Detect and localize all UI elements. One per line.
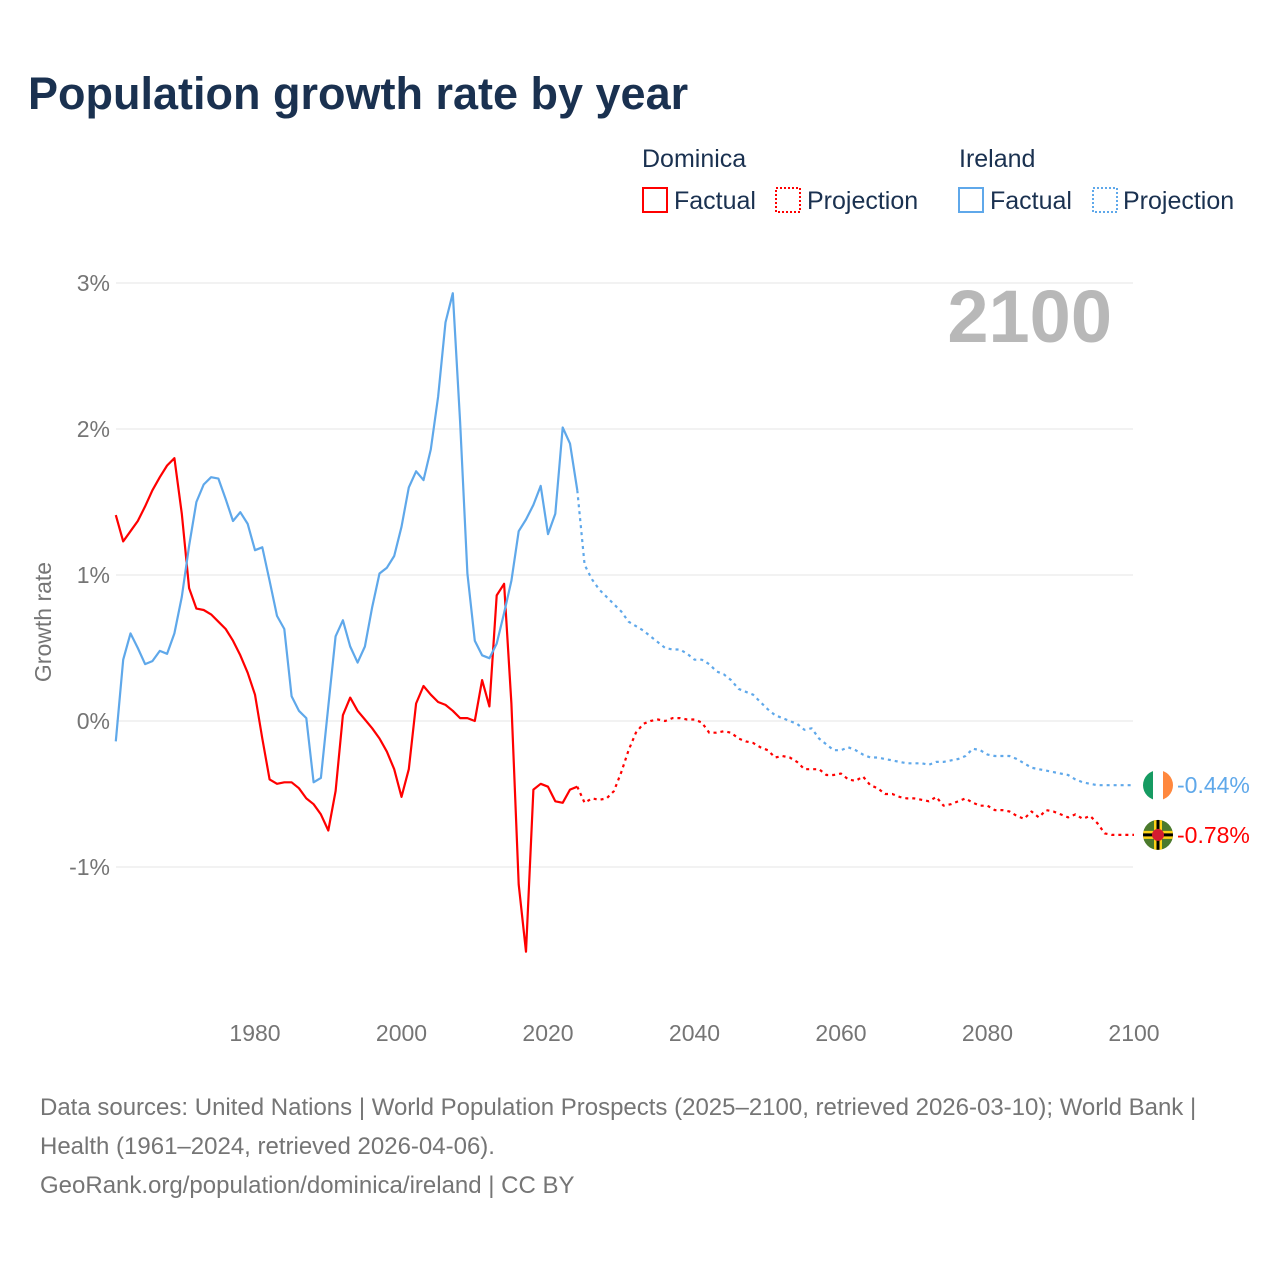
series-line-ireland-projection[interactable]	[576, 490, 1134, 787]
series-line-ireland-factual[interactable]	[114, 292, 579, 784]
end-label-ireland: -0.44%	[1177, 772, 1250, 798]
flag-ireland-icon	[1143, 770, 1173, 801]
y-tick-label: 1%	[77, 562, 110, 588]
x-tick-label: 2080	[962, 1020, 1013, 1046]
end-labels: -0.44% -0.78%	[1143, 770, 1250, 850]
legend-label-ireland-factual[interactable]: Factual	[990, 187, 1072, 215]
legend: Dominica Factual Projection Ireland Fact…	[642, 145, 1234, 215]
data-sources: Data sources: United Nations | World Pop…	[40, 1094, 1197, 1160]
x-tick-label: 2000	[376, 1020, 427, 1046]
flag-dominica-icon	[1143, 819, 1173, 850]
y-tick-label: -1%	[69, 854, 110, 880]
y-axis-label: Growth rate	[30, 562, 56, 682]
legend-swatch-dominica-projection	[775, 187, 801, 213]
legend-label-dominica-factual[interactable]: Factual	[674, 187, 756, 215]
y-tick-label: 2%	[77, 416, 110, 442]
y-tick-label: 0%	[77, 708, 110, 734]
legend-swatch-ireland-projection	[1092, 187, 1118, 213]
x-tick-label: 2060	[815, 1020, 866, 1046]
legend-group-ireland: Ireland	[959, 145, 1035, 173]
year-watermark: 2100	[947, 275, 1112, 358]
x-tick-label: 1980	[229, 1020, 280, 1046]
series-lines	[114, 292, 1134, 953]
legend-label-dominica-projection[interactable]: Projection	[807, 187, 918, 215]
footer: Data sources: United Nations | World Pop…	[40, 1088, 1240, 1205]
credit-link[interactable]: GeoRank.org/population/dominica/ireland …	[40, 1172, 575, 1199]
page-title: Population growth rate by year	[28, 68, 689, 119]
legend-swatch-ireland-factual	[958, 187, 984, 213]
legend-group-dominica: Dominica	[642, 145, 746, 173]
series-line-dominica-factual[interactable]	[114, 457, 578, 953]
x-tick-label: 2020	[522, 1020, 573, 1046]
y-tick-label: 3%	[77, 270, 110, 296]
legend-label-ireland-projection[interactable]: Projection	[1123, 187, 1234, 215]
grid: 3% 2% 1% 0% -1% 1980 2000 2020 2040 2060 2080 2100	[69, 270, 1159, 1046]
legend-swatch-dominica-factual	[642, 187, 668, 213]
series-line-dominica-projection[interactable]	[576, 716, 1134, 837]
x-tick-label: 2040	[669, 1020, 720, 1046]
x-tick-label: 2100	[1108, 1020, 1159, 1046]
end-label-dominica: -0.78%	[1177, 822, 1250, 848]
